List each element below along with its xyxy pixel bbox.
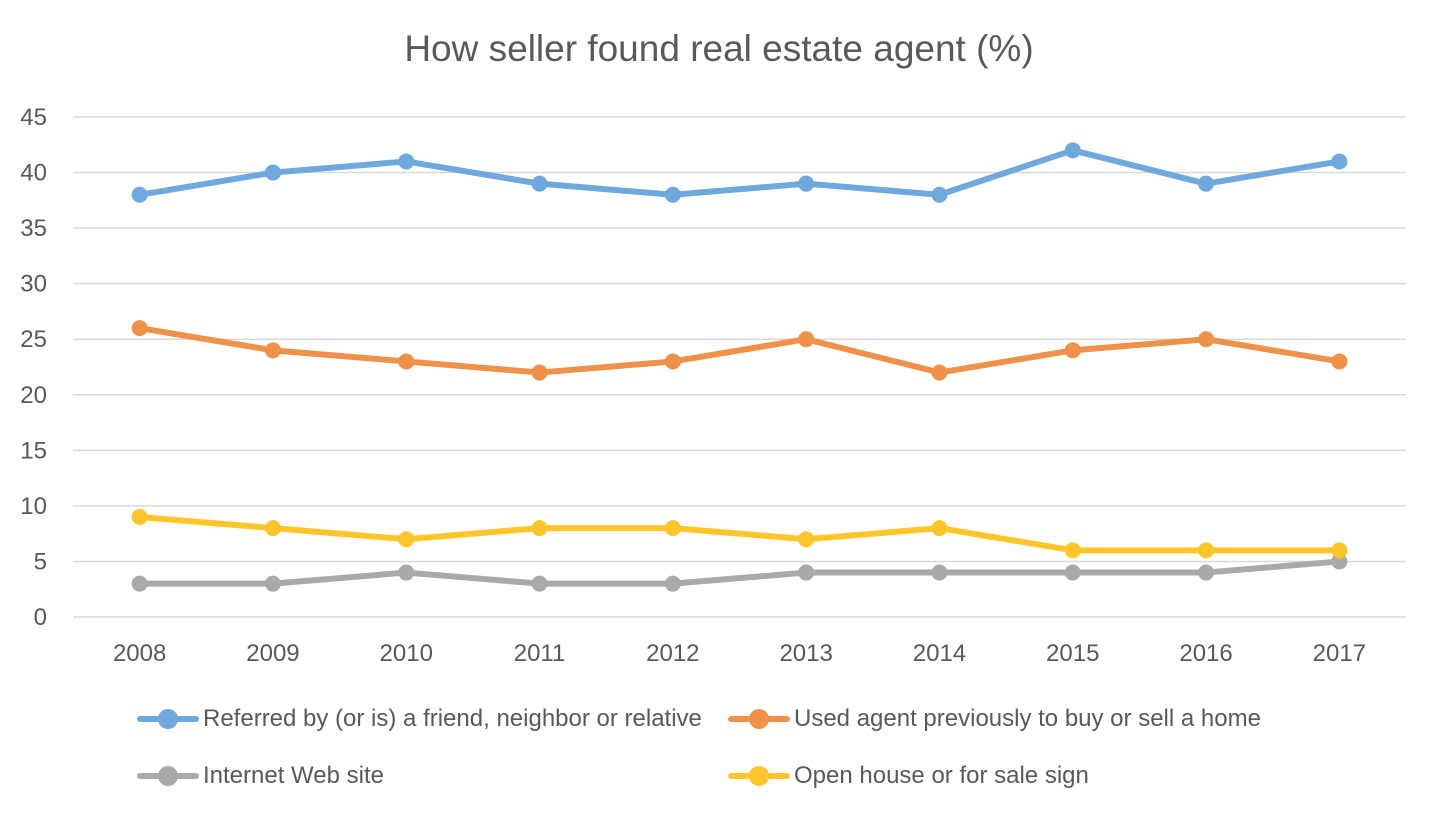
legend-swatch bbox=[728, 766, 790, 786]
y-tick-label: 35 bbox=[20, 215, 47, 242]
y-tick-label: 0 bbox=[34, 604, 47, 631]
data-point bbox=[931, 520, 948, 537]
series-line bbox=[136, 514, 1343, 554]
data-point bbox=[1331, 542, 1348, 559]
data-point bbox=[664, 575, 681, 592]
chart-title: How seller found real estate agent (%) bbox=[404, 28, 1034, 69]
y-tick-label: 25 bbox=[20, 326, 47, 353]
x-tick-label: 2017 bbox=[1313, 640, 1366, 667]
x-tick-label: 2011 bbox=[514, 640, 566, 667]
data-point bbox=[531, 175, 548, 192]
data-point bbox=[664, 520, 681, 537]
legend-label: Referred by (or is) a friend, neighbor o… bbox=[203, 705, 702, 732]
data-point bbox=[131, 320, 148, 337]
data-point bbox=[1331, 353, 1348, 370]
data-point bbox=[1331, 153, 1348, 170]
legend-swatch-marker bbox=[749, 766, 769, 786]
data-point bbox=[131, 186, 148, 203]
data-point bbox=[1198, 331, 1215, 348]
x-tick-label: 2013 bbox=[779, 640, 832, 667]
data-point bbox=[1331, 553, 1348, 570]
legend-swatch-marker bbox=[749, 709, 769, 729]
data-point bbox=[664, 186, 681, 203]
data-point bbox=[798, 531, 815, 548]
data-point bbox=[798, 564, 815, 581]
legend-label: Internet Web site bbox=[203, 762, 384, 789]
legend-swatch-marker bbox=[158, 709, 178, 729]
x-tick-label: 2008 bbox=[113, 640, 166, 667]
data-point bbox=[798, 331, 815, 348]
plot-area: 0 5 10 15 20 25 30 35 40 45 2008 2009 2010 2011 2012 20… bbox=[20, 104, 1406, 667]
data-point bbox=[1064, 142, 1081, 159]
data-point bbox=[131, 509, 148, 525]
x-tick-label: 2010 bbox=[380, 640, 433, 667]
legend-swatch bbox=[728, 709, 790, 729]
legend-item: Open house or for sale sign bbox=[728, 762, 1089, 790]
data-point bbox=[798, 175, 815, 192]
legend-swatch bbox=[137, 766, 199, 786]
data-point bbox=[398, 353, 415, 370]
data-point bbox=[264, 520, 281, 537]
legend-label: Used agent previously to buy or sell a h… bbox=[794, 705, 1261, 732]
legend-swatch bbox=[137, 709, 199, 729]
y-tick-label: 40 bbox=[20, 160, 47, 187]
series-line bbox=[136, 147, 1343, 198]
y-tick-label: 20 bbox=[20, 382, 47, 409]
legend-item: Used agent previously to buy or sell a h… bbox=[728, 705, 1261, 733]
series-line bbox=[136, 558, 1343, 587]
data-point bbox=[531, 520, 548, 537]
x-tick-label: 2015 bbox=[1046, 640, 1099, 667]
data-point bbox=[264, 342, 281, 359]
legend: Referred by (or is) a friend, neighbor o… bbox=[0, 690, 1438, 810]
data-point bbox=[398, 564, 415, 581]
data-point bbox=[1064, 564, 1081, 581]
y-tick-label: 30 bbox=[20, 271, 47, 298]
data-point bbox=[531, 364, 548, 381]
x-tick-label: 2016 bbox=[1179, 640, 1232, 667]
y-tick-label: 45 bbox=[20, 104, 47, 131]
data-point bbox=[398, 531, 415, 548]
y-tick-label: 15 bbox=[20, 437, 47, 464]
data-point bbox=[1064, 342, 1081, 359]
data-point bbox=[264, 575, 281, 592]
data-point bbox=[664, 353, 681, 370]
y-tick-label: 10 bbox=[20, 493, 47, 520]
legend-label: Open house or for sale sign bbox=[794, 762, 1089, 789]
x-tick-label: 2009 bbox=[246, 640, 299, 667]
data-point bbox=[931, 564, 948, 581]
y-tick-label: 5 bbox=[34, 548, 47, 575]
data-point bbox=[531, 575, 548, 592]
legend-swatch-marker bbox=[158, 766, 178, 786]
series-line bbox=[136, 325, 1343, 376]
data-point bbox=[1198, 564, 1215, 581]
data-point bbox=[131, 575, 148, 592]
legend-item: Internet Web site bbox=[137, 762, 384, 790]
data-point bbox=[1064, 542, 1081, 559]
data-point bbox=[931, 186, 948, 203]
data-point bbox=[931, 364, 948, 381]
data-point bbox=[1198, 175, 1215, 192]
data-point bbox=[1198, 542, 1215, 559]
data-point bbox=[264, 164, 281, 181]
x-tick-label: 2012 bbox=[646, 640, 699, 667]
data-point bbox=[398, 153, 415, 170]
legend-item: Referred by (or is) a friend, neighbor o… bbox=[137, 705, 702, 733]
x-tick-label: 2014 bbox=[913, 640, 966, 667]
